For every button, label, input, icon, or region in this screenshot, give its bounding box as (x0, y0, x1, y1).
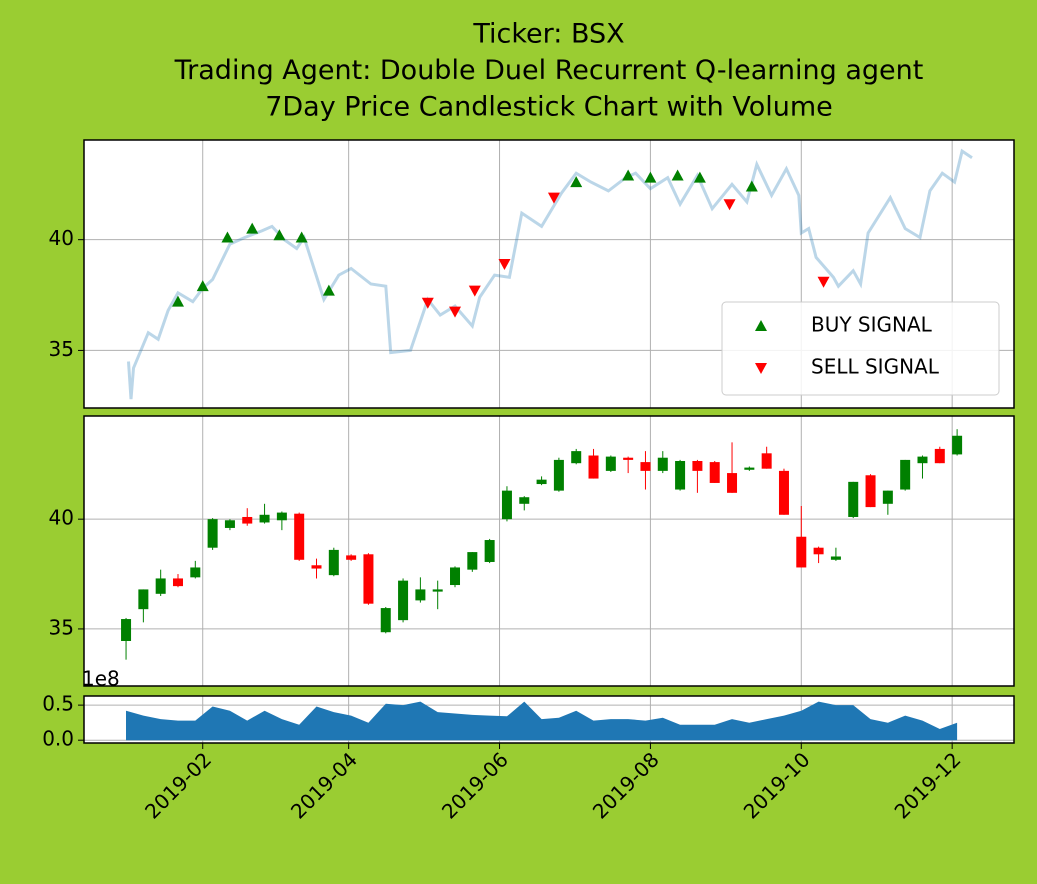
signal-marker (693, 171, 706, 183)
candle-body (501, 490, 512, 520)
signal-marker (671, 169, 684, 181)
candle-body (727, 473, 738, 493)
legend-box (721, 301, 1000, 396)
y-tick-label: 40 (49, 506, 74, 530)
candle-body (328, 549, 339, 576)
candle-body (917, 456, 928, 464)
signal-marker (622, 169, 635, 181)
y-tick-label: 40 (49, 226, 74, 250)
signal-marker (468, 285, 481, 297)
candle-body (709, 462, 720, 483)
plot-area (84, 416, 1014, 686)
signal-marker (449, 306, 462, 318)
candle-body (536, 479, 547, 485)
legend-label: BUY SIGNAL (811, 313, 933, 337)
axis-offset-label: 1e8 (82, 667, 120, 691)
signal-marker (817, 276, 830, 288)
signal-marker (745, 180, 758, 192)
candle-body (450, 567, 461, 586)
chart-title: 7Day Price Candlestick Chart with Volume (265, 92, 833, 123)
signal-marker (322, 284, 335, 296)
candle-body (363, 554, 374, 604)
candle-body (588, 455, 599, 479)
candle-body (276, 512, 287, 521)
y-tick-label: 35 (49, 615, 74, 639)
candle-body (415, 589, 426, 601)
plot-frame (83, 415, 1015, 687)
legend-label: SELL SIGNAL (811, 355, 940, 379)
candle-body (242, 516, 253, 524)
candle-body (675, 461, 686, 490)
candle-body (190, 567, 201, 578)
candle-body (813, 547, 824, 555)
candle-body (865, 475, 876, 508)
candle-body (934, 448, 945, 464)
candle-body (830, 556, 841, 560)
candle-body (346, 555, 357, 560)
volume-area (126, 701, 958, 741)
candle-body (467, 552, 478, 570)
plot-frame (83, 139, 1015, 409)
legend-marker (755, 320, 767, 331)
candle-body (484, 540, 495, 562)
candle-body (553, 459, 564, 491)
candle-body (398, 580, 409, 621)
signal-marker (644, 171, 657, 183)
candle-body (640, 462, 651, 471)
y-tick-label: 0.0 (42, 727, 74, 751)
candle-body (778, 470, 789, 515)
signal-marker (196, 280, 209, 292)
candle-body (900, 459, 911, 490)
candle-body (121, 619, 132, 641)
signal-marker (295, 231, 308, 243)
signal-marker (570, 176, 583, 188)
signal-marker (221, 231, 234, 243)
plot-frame (83, 695, 1015, 744)
candle-body (882, 490, 893, 504)
candle-body (519, 497, 530, 504)
candle-body (311, 565, 322, 569)
candle-body (380, 608, 391, 633)
signal-marker (171, 295, 184, 307)
signal-marker (273, 229, 286, 241)
candle-body (172, 578, 183, 587)
candle-body (744, 467, 755, 470)
signal-marker (547, 192, 560, 204)
candle-body (952, 435, 963, 455)
y-tick-label: 35 (49, 337, 74, 361)
chart-title: Trading Agent: Double Duel Recurrent Q-l… (174, 55, 924, 86)
price-line (127, 148, 973, 400)
candle-body (138, 589, 149, 610)
candle-body (224, 520, 235, 528)
candle-body (294, 513, 305, 560)
candle-body (432, 589, 443, 592)
chart-title: Ticker: BSX (472, 19, 624, 50)
candle-body (848, 481, 859, 517)
candle-body (207, 519, 218, 548)
signal-marker (723, 199, 736, 211)
candle-body (796, 536, 807, 568)
y-tick-label: 0.5 (42, 692, 74, 716)
candle-body (692, 461, 703, 471)
legend-marker (755, 363, 767, 374)
signal-marker (246, 222, 259, 234)
candle-body (155, 578, 166, 594)
candle-body (623, 457, 634, 460)
candle-body (571, 451, 582, 464)
candle-body (657, 457, 668, 471)
signal-marker (421, 297, 434, 309)
candle-body (761, 453, 772, 469)
candle-body (605, 456, 616, 471)
signal-marker (498, 259, 511, 271)
candle-body (259, 514, 270, 523)
